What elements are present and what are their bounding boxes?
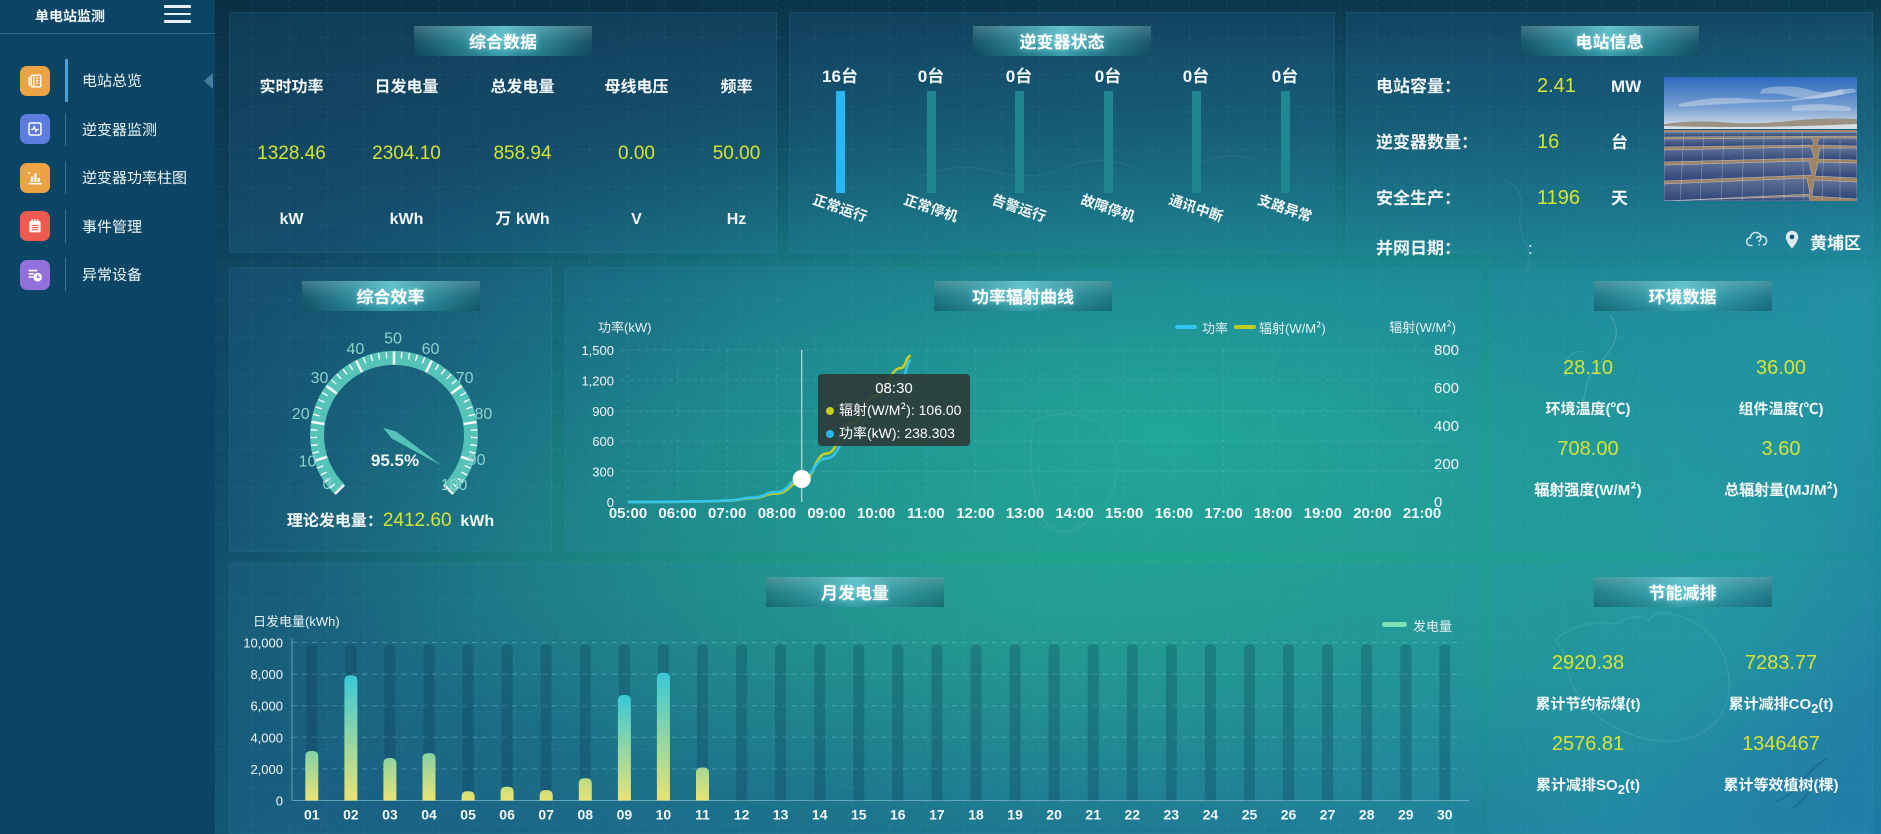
svg-text:50: 50	[384, 325, 402, 349]
svg-text:25: 25	[1242, 805, 1258, 825]
svg-text:19:00: 19:00	[1304, 502, 1342, 523]
svg-text:09: 09	[617, 805, 633, 825]
svg-text:90: 90	[468, 446, 486, 470]
svg-text:07: 07	[538, 805, 554, 825]
svg-text:900: 900	[592, 401, 614, 420]
svg-text:22: 22	[1125, 805, 1141, 825]
svg-text:10: 10	[299, 448, 317, 472]
svg-text:20: 20	[292, 400, 310, 424]
svg-text:29: 29	[1398, 805, 1414, 825]
svg-text:30: 30	[1437, 805, 1453, 825]
svg-text:0: 0	[323, 470, 332, 494]
svg-text:0: 0	[607, 492, 614, 511]
svg-text:19: 19	[1007, 805, 1023, 825]
svg-text:30: 30	[311, 364, 329, 388]
svg-text:17: 17	[929, 805, 945, 825]
svg-text:400: 400	[1434, 415, 1459, 436]
svg-text:12:00: 12:00	[956, 502, 994, 523]
svg-text:12: 12	[734, 805, 750, 825]
svg-text:24: 24	[1203, 805, 1219, 825]
svg-text:10,000: 10,000	[243, 633, 283, 652]
svg-text:1,500: 1,500	[581, 340, 614, 359]
svg-text:800: 800	[1434, 339, 1459, 360]
svg-text:23: 23	[1164, 805, 1180, 825]
svg-text:发电量: 发电量	[1413, 616, 1452, 635]
svg-text:辐射(W/M²): 辐射(W/M²)	[1389, 317, 1456, 336]
svg-text:08: 08	[578, 805, 594, 825]
svg-text:0: 0	[276, 791, 283, 810]
svg-text:20: 20	[1046, 805, 1062, 825]
svg-text:06: 06	[499, 805, 515, 825]
svg-text:功率(kW): 功率(kW)	[598, 317, 651, 336]
svg-text:100: 100	[441, 471, 468, 495]
svg-text:1,200: 1,200	[581, 370, 614, 389]
svg-text:40: 40	[347, 335, 365, 359]
svg-text:日发电量(kWh): 日发电量(kWh)	[253, 611, 340, 630]
svg-text:8,000: 8,000	[250, 664, 283, 683]
svg-text:6,000: 6,000	[250, 696, 283, 715]
svg-text:05: 05	[460, 805, 476, 825]
svg-text:15: 15	[851, 805, 867, 825]
svg-text:10:00: 10:00	[857, 502, 895, 523]
svg-text:4,000: 4,000	[250, 727, 283, 746]
svg-text:20:00: 20:00	[1353, 502, 1391, 523]
svg-text:07:00: 07:00	[708, 502, 746, 523]
svg-text:11: 11	[695, 805, 710, 825]
svg-text:13:00: 13:00	[1006, 502, 1044, 523]
svg-text:300: 300	[592, 462, 614, 481]
svg-text:04: 04	[421, 805, 437, 825]
svg-text:21:00: 21:00	[1403, 502, 1441, 523]
svg-text:11:00: 11:00	[907, 502, 945, 523]
svg-text:05:00: 05:00	[609, 502, 647, 523]
svg-text:18:00: 18:00	[1254, 502, 1292, 523]
svg-text:70: 70	[456, 364, 474, 388]
svg-text:26: 26	[1281, 805, 1297, 825]
svg-text:60: 60	[422, 335, 440, 359]
svg-text:08:00: 08:00	[758, 502, 796, 523]
svg-text:14:00: 14:00	[1055, 502, 1093, 523]
svg-text:80: 80	[475, 400, 493, 424]
svg-text:600: 600	[592, 431, 614, 450]
svg-text:16: 16	[890, 805, 906, 825]
svg-text:10: 10	[656, 805, 672, 825]
svg-text:15:00: 15:00	[1105, 502, 1143, 523]
svg-text:200: 200	[1434, 453, 1459, 474]
svg-text:09:00: 09:00	[807, 502, 845, 523]
svg-text:功率: 功率	[1202, 318, 1228, 337]
svg-text:18: 18	[968, 805, 984, 825]
svg-text:02: 02	[343, 805, 359, 825]
svg-text:600: 600	[1434, 377, 1459, 398]
svg-text:21: 21	[1085, 805, 1101, 825]
svg-text:16:00: 16:00	[1155, 502, 1193, 523]
svg-text:辐射(W/M²): 辐射(W/M²)	[1259, 318, 1326, 337]
svg-text:13: 13	[773, 805, 789, 825]
svg-text:28: 28	[1359, 805, 1375, 825]
svg-text:03: 03	[382, 805, 398, 825]
svg-text:95.5%: 95.5%	[371, 446, 419, 471]
svg-text:06:00: 06:00	[658, 502, 696, 523]
svg-text:2,000: 2,000	[250, 759, 283, 778]
svg-text:17:00: 17:00	[1204, 502, 1242, 523]
svg-text:01: 01	[304, 805, 320, 825]
svg-text:14: 14	[812, 805, 828, 825]
svg-text:27: 27	[1320, 805, 1336, 825]
svg-text:0: 0	[1434, 491, 1442, 512]
